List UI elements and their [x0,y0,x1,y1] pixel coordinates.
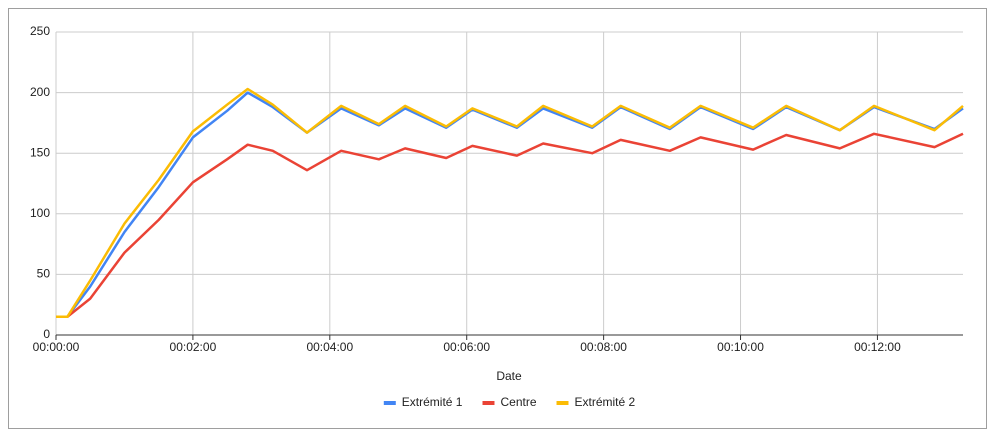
x-tick-label: 00:10:00 [717,340,764,354]
x-tick-label: 00:08:00 [580,340,627,354]
chart-frame [8,8,987,429]
x-tick-label: 00:04:00 [306,340,353,354]
y-tick-label: 200 [30,85,50,99]
x-tick-label: 00:06:00 [443,340,490,354]
y-tick-label: 50 [37,267,51,281]
y-tick-label: 150 [30,145,50,159]
legend-label: Centre [500,395,536,409]
x-tick-label: 00:12:00 [854,340,901,354]
data-line [56,87,964,319]
legend-label: Extrémité 1 [402,395,463,409]
legend-label: Extrémité 2 [575,395,636,409]
x-axis-title: Date [496,369,522,383]
y-tick-label: 250 [30,24,50,38]
data-line [56,132,964,319]
y-tick-label: 100 [30,206,50,220]
x-tick-label: 00:02:00 [170,340,217,354]
x-tick-label: 00:00:00 [33,340,80,354]
y-tick-label: 0 [43,327,50,341]
